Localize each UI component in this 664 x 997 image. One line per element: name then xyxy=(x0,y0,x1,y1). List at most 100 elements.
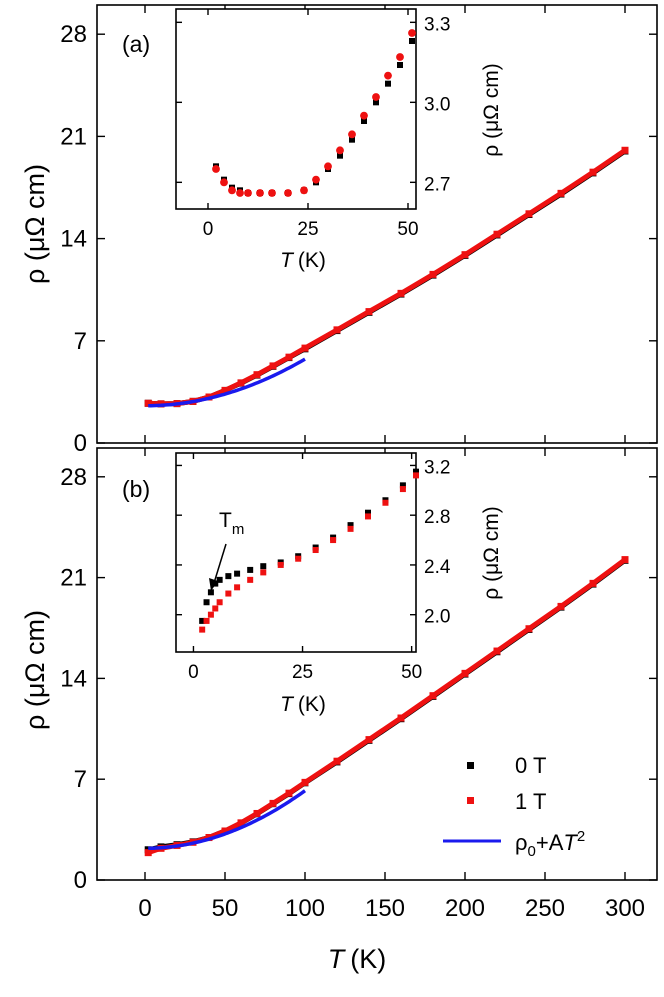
tm-arrow-shaft xyxy=(213,543,227,584)
inset-b-ylabel: ρ (μΩ cm) xyxy=(480,506,503,599)
chart-0-ytick-label-1: 7 xyxy=(74,328,87,355)
chart-0-ytick-label-3: 21 xyxy=(60,123,87,150)
chart-1-series-1-point-0 xyxy=(212,165,220,173)
chart-3-ytick-label-1: 2.4 xyxy=(424,557,451,578)
chart-1-series-0-point-16 xyxy=(397,62,403,68)
chart-2-xtick-label-6: 300 xyxy=(605,895,645,922)
chart-3-xtick-label-2: 50 xyxy=(401,662,422,683)
chart-3-series-1-point-3 xyxy=(212,605,219,612)
chart-1-series-1-point-2 xyxy=(228,186,236,195)
chart-3-series-1-point-11 xyxy=(312,547,319,554)
chart-3-series-0-point-4 xyxy=(216,576,223,583)
legend-label-0T: 0 T xyxy=(515,753,546,778)
legend: 0 T 1 T ρ0+AT2 xyxy=(443,753,585,860)
chart-1-series-1-point-4 xyxy=(244,189,252,197)
chart-2-xtick-label-5: 250 xyxy=(525,895,565,922)
chart-3-series-0-point-13 xyxy=(347,522,354,529)
chart-1-series-1-point-7 xyxy=(284,189,292,197)
chart-3-xtick-label-1: 25 xyxy=(292,662,313,683)
inset-b-xlabel: T (K) xyxy=(280,693,326,716)
panel-a-ylabel: ρ (μΩ cm) xyxy=(20,164,50,284)
chart-3-series-1-point-1 xyxy=(203,617,210,624)
chart-1-series-0-point-15 xyxy=(385,80,391,87)
chart-1-series-1-point-14 xyxy=(372,93,380,101)
chart-3-series-1-point-8 xyxy=(260,569,267,576)
chart-2-ytick-label-2: 14 xyxy=(60,665,87,692)
chart-3-series-0-point-2 xyxy=(207,589,214,596)
chart-3-series-0-point-14 xyxy=(365,509,371,516)
chart-3-series-0-point-1 xyxy=(203,599,210,606)
chart-1-xtick-label-0: 0 xyxy=(203,219,214,240)
chart-1-series-1-point-6 xyxy=(268,189,276,197)
chart-3-series-1-point-2 xyxy=(207,611,214,618)
chart-3-ytick-label-3: 3.2 xyxy=(424,457,450,478)
chart-3-series-0-point-7 xyxy=(247,566,254,573)
chart-1-ytick-label-0: 2.7 xyxy=(424,174,450,195)
chart-3-series-0-point-8 xyxy=(260,563,267,570)
legend-marker-1T xyxy=(467,797,474,804)
inset-a-ylabel: ρ (μΩ cm) xyxy=(480,63,503,156)
panel-a-label: (a) xyxy=(122,31,150,57)
chart-1-series-1-point-17 xyxy=(408,29,416,37)
chart-1-series-1-point-13 xyxy=(360,111,368,120)
chart-2-xtick-label-2: 100 xyxy=(285,895,325,922)
chart-1-frame xyxy=(175,8,417,210)
chart-3-frame xyxy=(175,452,417,653)
chart-1-series-1-point-15 xyxy=(384,71,392,80)
chart-0-ytick-label-2: 14 xyxy=(60,226,87,253)
legend-marker-0T xyxy=(467,762,474,769)
legend-label-fit: ρ0+AT2 xyxy=(515,828,585,860)
chart-1-series-0-point-11 xyxy=(337,152,343,159)
chart-0-ytick-label-0: 0 xyxy=(74,430,87,457)
chart-3-series-1-point-5 xyxy=(225,590,232,597)
chart-3-xtick-label-0: 0 xyxy=(188,662,199,683)
chart-1-series-1-point-16 xyxy=(396,53,404,61)
chart-3-series-1-point-15 xyxy=(382,499,389,506)
chart-3-ytick-label-0: 2.0 xyxy=(424,607,450,628)
chart-0-ytick-label-4: 28 xyxy=(60,21,87,48)
chart-1-series-1-point-1 xyxy=(220,178,228,187)
panel-b-label: (b) xyxy=(122,476,150,502)
chart-2-ytick-label-3: 21 xyxy=(60,565,87,592)
chart-3-series-0-point-0 xyxy=(199,617,206,624)
panel-b-ylabel: ρ (μΩ cm) xyxy=(20,610,50,730)
chart-2-ytick-label-4: 28 xyxy=(60,464,87,491)
chart-1-ytick-label-2: 3.3 xyxy=(424,14,450,35)
chart-1-ytick-label-1: 3.0 xyxy=(424,94,450,115)
chart-3-series-1-point-7 xyxy=(247,576,254,583)
legend-label-1T: 1 T xyxy=(515,789,546,814)
inset-a-xlabel: T (K) xyxy=(280,249,326,272)
chart-3-series-1-point-17 xyxy=(413,472,419,479)
chart-1-series-1-point-11 xyxy=(336,146,344,155)
chart-1-series-1-point-9 xyxy=(312,175,320,184)
inset-a: 0 25 50 2.7 3.0 3.3 xyxy=(175,8,450,240)
chart-1-series-0-point-14 xyxy=(373,99,379,106)
chart-3-series-1-point-12 xyxy=(330,537,337,544)
chart-1-series-1-point-5 xyxy=(256,189,264,197)
chart-0-series-2-fit-line xyxy=(148,357,306,408)
chart-3-series-1-point-14 xyxy=(365,513,371,520)
chart-2-ytick-label-1: 7 xyxy=(74,766,87,793)
chart-2-ytick-label-0: 0 xyxy=(74,867,87,894)
chart-3-series-0-point-17 xyxy=(413,468,419,475)
tm-annotation: Tm xyxy=(219,509,244,538)
chart-1-xtick-label-1: 25 xyxy=(297,219,318,240)
chart-2-series-1-point-0 xyxy=(144,849,152,857)
chart-3-series-1-point-16 xyxy=(399,486,406,493)
chart-2-xtick-label-1: 50 xyxy=(212,895,239,922)
inset-b: 0 25 50 2.0 2.4 2.8 3.2 xyxy=(175,452,451,683)
chart-2-xtick-label-3: 150 xyxy=(365,895,405,922)
chart-3-series-1-point-10 xyxy=(295,555,302,562)
chart-3-series-0-point-6 xyxy=(234,570,241,577)
chart-3-series-1-point-6 xyxy=(234,584,241,591)
chart-3-series-1-point-4 xyxy=(216,599,223,606)
chart-2-xtick-label-4: 200 xyxy=(445,895,485,922)
tm-arrow-head xyxy=(209,578,218,591)
chart-1-xtick-label-2: 50 xyxy=(397,219,418,240)
chart-1-series-1-point-12 xyxy=(348,130,356,139)
chart-3-series-0-point-5 xyxy=(225,573,232,580)
chart-3-series-1-point-13 xyxy=(347,525,354,532)
chart-2-xtick-label-0: 0 xyxy=(138,895,151,922)
chart-1-series-1-point-10 xyxy=(324,162,332,171)
